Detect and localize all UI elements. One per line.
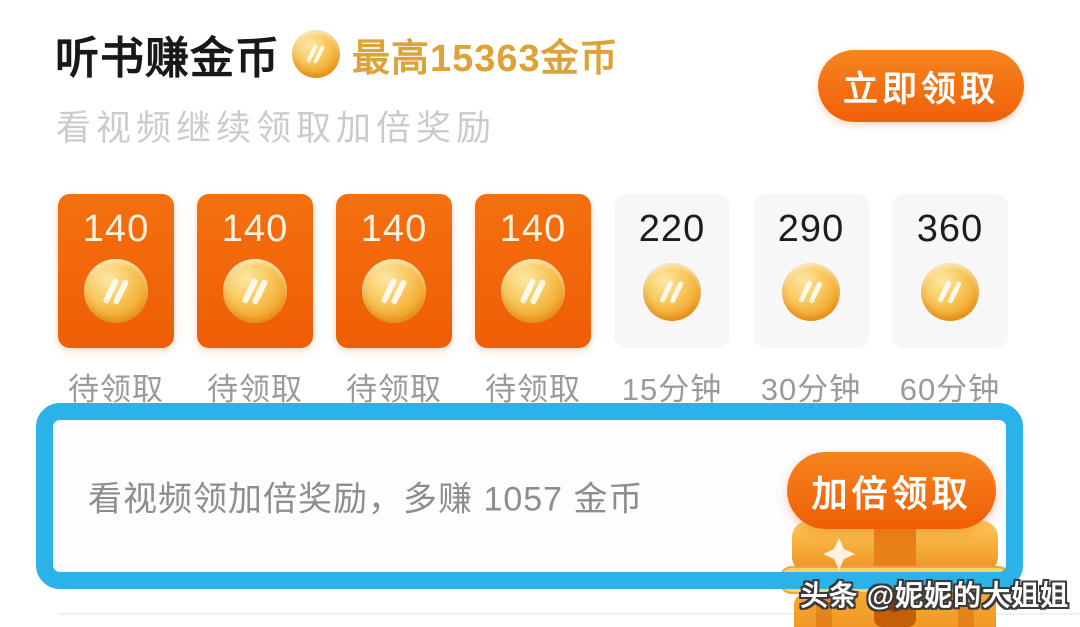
- max-reward-text: 最高15363金币: [352, 37, 619, 80]
- gold-coin-icon: [362, 259, 426, 323]
- gold-coin-icon: [223, 259, 287, 323]
- banner-message: 看视频领加倍奖励，多赚 1057 金币: [88, 480, 644, 519]
- reward-card-pending[interactable]: 140 待领取: [475, 194, 591, 409]
- gold-coin-icon: [84, 259, 148, 323]
- reward-card-timed: 290 30分钟: [753, 194, 869, 409]
- card-amount: 140: [360, 208, 428, 250]
- gold-coin-icon: [501, 259, 565, 323]
- card-label: 60分钟: [899, 372, 1001, 407]
- double-reward-banner: 看视频领加倍奖励，多赚 1057 金币: [36, 403, 1023, 627]
- card-amount: 360: [916, 208, 984, 250]
- card-label: 30分钟: [760, 372, 862, 407]
- card-label: 待领取: [68, 372, 164, 407]
- divider-line: [58, 613, 1080, 615]
- card-label: 待领取: [485, 372, 581, 407]
- card-body: 140: [197, 194, 313, 348]
- page-title: 听书赚金币: [55, 34, 280, 83]
- card-amount: 220: [638, 208, 706, 250]
- card-body: 360: [892, 194, 1008, 348]
- header: 听书赚金币 最高15363金币: [55, 22, 619, 86]
- gold-coin-icon: [782, 263, 840, 321]
- card-body: 290: [753, 194, 869, 348]
- gold-coin-icon: [643, 263, 701, 321]
- reward-card-pending[interactable]: 140 待领取: [336, 194, 452, 409]
- card-body: 140: [336, 194, 452, 348]
- reward-card-row: 140 待领取 140 待领取 140 待领取 140 待领取: [58, 194, 1008, 409]
- card-amount: 140: [499, 208, 567, 250]
- reward-card-pending[interactable]: 140 待领取: [197, 194, 313, 409]
- watermark-text: 头条 @妮妮的大姐姐: [800, 580, 1070, 611]
- card-label: 待领取: [346, 372, 442, 407]
- reward-card-timed: 360 60分钟: [892, 194, 1008, 409]
- card-label: 待领取: [207, 372, 303, 407]
- gold-coin-icon: [921, 263, 979, 321]
- reward-card-pending[interactable]: 140 待领取: [58, 194, 174, 409]
- claim-now-button[interactable]: 立即领取: [818, 50, 1024, 122]
- card-amount: 140: [221, 208, 289, 250]
- subtitle: 看视频继续领取加倍奖励: [56, 109, 497, 148]
- card-amount: 140: [82, 208, 150, 250]
- double-claim-button[interactable]: 加倍领取: [787, 452, 996, 529]
- card-body: 140: [475, 194, 591, 348]
- gold-coin-icon: [292, 30, 340, 78]
- card-body: 140: [58, 194, 174, 348]
- card-amount: 290: [777, 208, 845, 250]
- card-body: 220: [614, 194, 730, 348]
- reward-card-timed: 220 15分钟: [614, 194, 730, 409]
- card-label: 15分钟: [621, 372, 723, 407]
